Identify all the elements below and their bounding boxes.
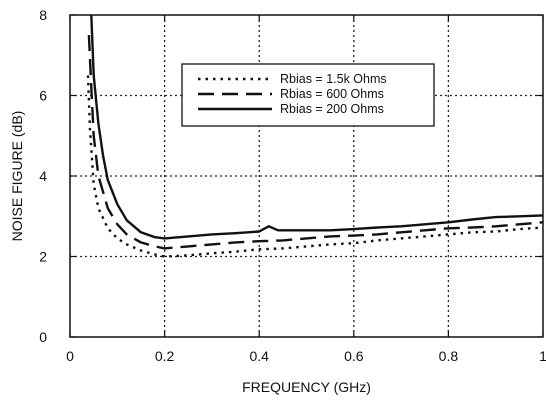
y-tick-label: 6: [39, 88, 47, 104]
x-tick-label: 0.8: [439, 348, 459, 364]
x-axis-label: FREQUENCY (GHz): [242, 379, 371, 395]
series-line-1: [87, 35, 544, 250]
series-layer: [86, 14, 544, 258]
x-tick-label: 0.4: [249, 348, 269, 364]
x-tick-label: 0: [66, 348, 74, 364]
legend-label-1: Rbias = 600 Ohms: [280, 87, 384, 101]
x-tick-label: 0.6: [344, 348, 364, 364]
axis-ticks: 0 0.2 0.4 0.6 0.8 1 0 2 4 6 8: [39, 7, 546, 364]
y-axis-label: NOISE FIGURE (dB): [9, 111, 25, 242]
y-tick-label: 0: [39, 329, 47, 345]
legend-label-0: Rbias = 1.5k Ohms: [280, 72, 387, 86]
series-line-0: [86, 75, 544, 258]
series-line-2: [90, 14, 544, 240]
legend-label-2: Rbias = 200 Ohms: [280, 102, 384, 116]
x-tick-label: 1: [539, 348, 546, 364]
x-tick-label: 0.2: [155, 348, 175, 364]
y-tick-label: 8: [39, 7, 47, 23]
y-tick-label: 2: [39, 249, 47, 265]
grid-lines: [70, 15, 543, 337]
y-tick-label: 4: [39, 168, 47, 184]
